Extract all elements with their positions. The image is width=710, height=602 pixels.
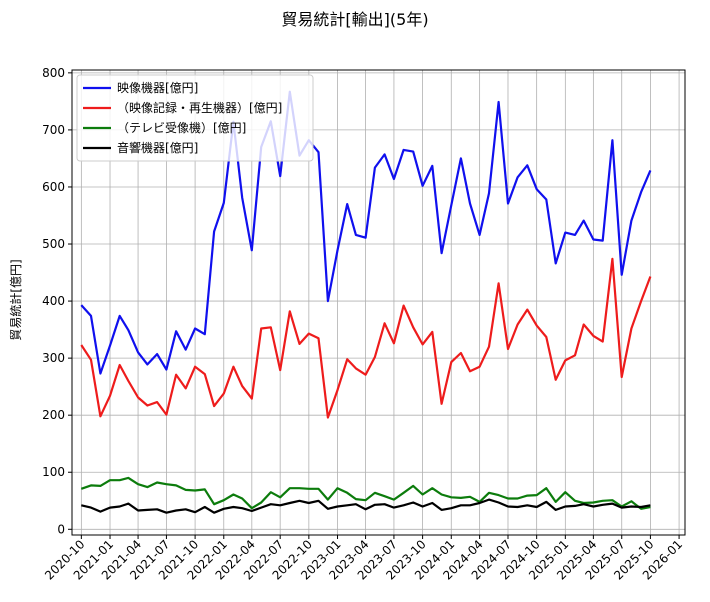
chart-title: 貿易統計[輸出](5年) [281, 10, 428, 29]
legend-label: （テレビ受像機）[億円] [117, 120, 246, 135]
y-tick-label: 700 [42, 123, 65, 137]
series-line-2 [80, 476, 651, 510]
legend: 映像機器[億円] （映像記録・再生機器）[億円] （テレビ受像機）[億円] 音響機器[… [76, 74, 314, 162]
series-lines [80, 90, 652, 514]
legend-label: （映像記録・再生機器）[億円] [117, 100, 282, 115]
y-tick-label: 500 [42, 237, 65, 251]
series-line-0 [80, 90, 652, 375]
legend-label: 音響機器[億円] [117, 140, 198, 155]
y-tick-label: 300 [42, 351, 65, 365]
y-tick-label: 800 [42, 66, 65, 80]
y-tick-label: 100 [42, 465, 65, 479]
y-tick-label: 400 [42, 294, 65, 308]
plot-frame [71, 69, 686, 536]
y-tick-label: 600 [42, 180, 65, 194]
y-tick-label: 0 [57, 522, 65, 536]
series-line-1 [80, 257, 652, 419]
series-line-3 [81, 498, 651, 514]
legend-label: 映像機器[億円] [117, 80, 198, 95]
y-axis-title: 貿易統計[億円] [8, 259, 23, 340]
y-tick-label: 200 [42, 408, 65, 422]
legend-box [76, 74, 314, 162]
